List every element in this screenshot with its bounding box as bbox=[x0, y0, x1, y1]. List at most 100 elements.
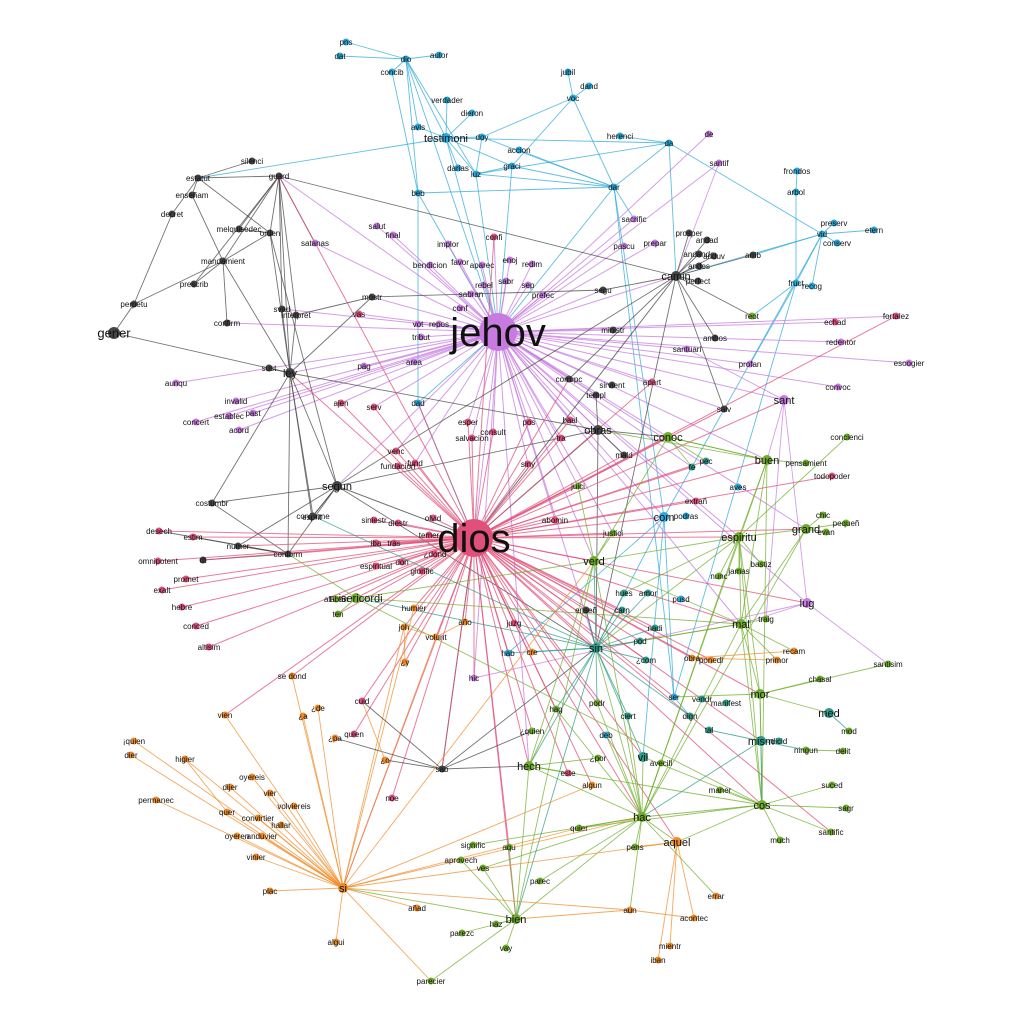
node-juici[interactable]: juici bbox=[570, 482, 585, 491]
node-sust[interactable]: sust bbox=[262, 364, 277, 373]
node-chic[interactable]: chic bbox=[816, 511, 830, 520]
node-fund[interactable]: fund bbox=[407, 459, 423, 468]
node-signific[interactable]: signific bbox=[461, 841, 485, 850]
node-conf[interactable]: conf bbox=[452, 304, 468, 313]
node-com[interactable]: com bbox=[654, 512, 675, 524]
node-rebel[interactable]: rebel bbox=[475, 281, 493, 290]
node-convoc[interactable]: convoc bbox=[825, 383, 850, 392]
node-arbol[interactable]: arbol bbox=[787, 188, 805, 197]
node-hac[interactable]: hac bbox=[633, 812, 651, 824]
node-aves[interactable]: aves bbox=[730, 483, 747, 492]
node-gener[interactable]: gener bbox=[97, 326, 131, 341]
node-prepar[interactable]: prepar bbox=[643, 239, 666, 248]
node-da[interactable]: da bbox=[665, 139, 674, 148]
node-mandamient[interactable]: mandamient bbox=[201, 257, 246, 266]
node-higier[interactable]: higier bbox=[175, 755, 195, 764]
node-abomin[interactable]: abomin bbox=[542, 516, 568, 525]
node-volunt[interactable]: volunt bbox=[425, 633, 447, 642]
node-olvid[interactable]: olvid bbox=[425, 514, 441, 523]
node-andad[interactable]: andad bbox=[696, 236, 718, 245]
node-doy[interactable]: doy bbox=[476, 133, 489, 142]
node-sirvient[interactable]: sirvient bbox=[599, 381, 625, 390]
node-omnipotent[interactable]: omnipotent bbox=[138, 557, 178, 566]
node-med[interactable]: med bbox=[818, 708, 839, 720]
node-esoogier[interactable]: esoogier bbox=[894, 359, 925, 368]
node-oyeren[interactable]: oyeren bbox=[225, 832, 249, 841]
node-dicid[interactable]: dicid bbox=[771, 737, 787, 746]
node-tras[interactable]: tras bbox=[387, 539, 400, 548]
node-ley[interactable]: ley bbox=[283, 368, 298, 380]
node-misericordi[interactable]: misericordi bbox=[329, 593, 382, 605]
node-dign[interactable]: dign bbox=[682, 712, 697, 721]
node-esprit[interactable]: esprit bbox=[302, 513, 322, 522]
node-aparec[interactable]: aparec bbox=[470, 261, 494, 270]
node-aqu[interactable]: aqu bbox=[502, 843, 515, 852]
node-maner[interactable]: maner bbox=[709, 786, 732, 795]
node-salut[interactable]: salut bbox=[369, 222, 387, 231]
node-este[interactable]: este bbox=[560, 769, 576, 778]
node-estatut[interactable]: estatut bbox=[186, 174, 211, 183]
node-concert[interactable]: concert bbox=[183, 418, 210, 427]
node-volviereis[interactable]: volviereis bbox=[277, 802, 310, 811]
node-bastiz[interactable]: bastiz bbox=[751, 560, 772, 569]
node-buen[interactable]: buen bbox=[755, 455, 779, 467]
node-fundacion[interactable]: fundacion bbox=[381, 462, 416, 471]
node-sacrific[interactable]: sacrific bbox=[622, 215, 647, 224]
node-dijer[interactable]: dijer bbox=[222, 783, 237, 792]
node-glorific[interactable]: glorific bbox=[410, 567, 433, 576]
node-graci[interactable]: graci bbox=[503, 162, 521, 171]
node-pag[interactable]: pag bbox=[357, 362, 370, 371]
node-invalid[interactable]: invalid bbox=[225, 397, 248, 406]
node-concienci[interactable]: concienci bbox=[830, 433, 864, 442]
node-echad[interactable]: echad bbox=[824, 318, 846, 327]
node-sant[interactable]: sant bbox=[774, 395, 795, 407]
node-dar[interactable]: dar bbox=[608, 183, 620, 192]
node-tra[interactable]: tra bbox=[556, 434, 566, 443]
node-decret[interactable]: decret bbox=[161, 210, 184, 219]
node-santuari[interactable]: santuari bbox=[673, 345, 702, 354]
node-jubil[interactable]: jubil bbox=[560, 68, 575, 77]
node-tal[interactable]: tal bbox=[705, 726, 714, 735]
node-mald[interactable]: mald bbox=[615, 451, 632, 460]
node-ca[interactable]: ¿a bbox=[298, 712, 308, 721]
node-redentor[interactable]: redentor bbox=[826, 338, 856, 347]
node-vas[interactable]: vas bbox=[353, 310, 365, 319]
node-haz[interactable]: haz bbox=[490, 920, 503, 929]
node-fortalez[interactable]: fortalez bbox=[883, 312, 909, 321]
node-conoc[interactable]: conoc bbox=[653, 432, 683, 444]
node-podr[interactable]: podr bbox=[589, 699, 605, 708]
node-errar[interactable]: errar bbox=[708, 892, 725, 901]
node-sin[interactable]: sin bbox=[589, 643, 603, 655]
node-numer[interactable]: numer bbox=[227, 542, 250, 551]
node-ponedl[interactable]: ponedl bbox=[699, 656, 723, 665]
node-espiritual[interactable]: espiritual bbox=[360, 562, 392, 571]
node-mal[interactable]: mal bbox=[732, 619, 750, 631]
node-enoj[interactable]: enoj bbox=[502, 256, 517, 265]
node-noe[interactable]: noe bbox=[385, 794, 399, 803]
node-favor[interactable]: favor bbox=[451, 258, 469, 267]
node-herenci[interactable]: herenci bbox=[607, 132, 633, 141]
node-reot[interactable]: reot bbox=[745, 312, 760, 321]
node-por[interactable]: ¿por bbox=[590, 754, 607, 763]
node-confirm[interactable]: confirm bbox=[214, 319, 241, 328]
node-avis[interactable]: avis bbox=[411, 123, 425, 132]
node-anad[interactable]: añad bbox=[408, 904, 426, 913]
node-ningun[interactable]: ningun bbox=[794, 746, 818, 755]
node-preserv[interactable]: preserv bbox=[821, 219, 848, 228]
node-santif[interactable]: santif bbox=[709, 159, 729, 168]
node-vien[interactable]: vien bbox=[218, 711, 233, 720]
node-andando[interactable]: andando bbox=[683, 250, 715, 259]
node-past[interactable]: past bbox=[245, 409, 261, 418]
node-iban[interactable]: iban bbox=[650, 956, 665, 965]
node-humier[interactable]: humier bbox=[402, 604, 427, 613]
node-vendr[interactable]: vendr bbox=[692, 695, 712, 704]
node-much[interactable]: much bbox=[770, 836, 790, 845]
node-frondos[interactable]: frondos bbox=[784, 167, 811, 176]
node-dt[interactable]: dt bbox=[199, 556, 208, 565]
node-pens[interactable]: pens bbox=[626, 843, 643, 852]
node-serv[interactable]: serv bbox=[366, 403, 381, 412]
node-quien[interactable]: ¡quien bbox=[123, 737, 145, 746]
node-ves[interactable]: ves bbox=[477, 864, 489, 873]
node-interpret[interactable]: interpret bbox=[281, 311, 311, 320]
node-deb[interactable]: deb bbox=[599, 731, 613, 740]
